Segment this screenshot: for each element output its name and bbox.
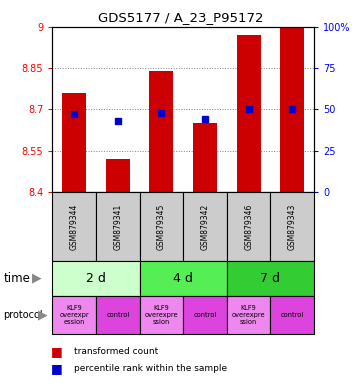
Text: 2 d: 2 d xyxy=(86,272,106,285)
Text: KLF9
overexpre
ssion: KLF9 overexpre ssion xyxy=(232,305,265,325)
Text: GSM879341: GSM879341 xyxy=(113,204,122,250)
Bar xyxy=(193,123,217,192)
Text: control: control xyxy=(106,312,129,318)
Text: GDS5177 / A_23_P95172: GDS5177 / A_23_P95172 xyxy=(98,12,263,25)
Text: GSM879346: GSM879346 xyxy=(244,204,253,250)
Bar xyxy=(149,71,173,192)
Text: ■: ■ xyxy=(51,345,62,358)
Text: GSM879342: GSM879342 xyxy=(200,204,209,250)
Text: GSM879343: GSM879343 xyxy=(288,204,297,250)
Text: ▶: ▶ xyxy=(38,308,47,321)
Text: control: control xyxy=(193,312,217,318)
Text: percentile rank within the sample: percentile rank within the sample xyxy=(74,364,227,373)
Bar xyxy=(280,27,304,192)
Text: ■: ■ xyxy=(51,362,62,375)
Bar xyxy=(237,35,261,192)
Text: GSM879345: GSM879345 xyxy=(157,204,166,250)
Text: GSM879344: GSM879344 xyxy=(70,204,79,250)
Text: KLF9
overexpre
ssion: KLF9 overexpre ssion xyxy=(145,305,178,325)
Text: KLF9
overexpr
ession: KLF9 overexpr ession xyxy=(59,305,89,325)
Bar xyxy=(106,159,130,192)
Text: 4 d: 4 d xyxy=(173,272,193,285)
Bar xyxy=(62,93,86,192)
Text: ▶: ▶ xyxy=(32,272,42,285)
Text: control: control xyxy=(280,312,304,318)
Text: protocol: protocol xyxy=(4,310,43,320)
Text: 7 d: 7 d xyxy=(260,272,280,285)
Text: transformed count: transformed count xyxy=(74,347,158,356)
Text: time: time xyxy=(4,272,30,285)
